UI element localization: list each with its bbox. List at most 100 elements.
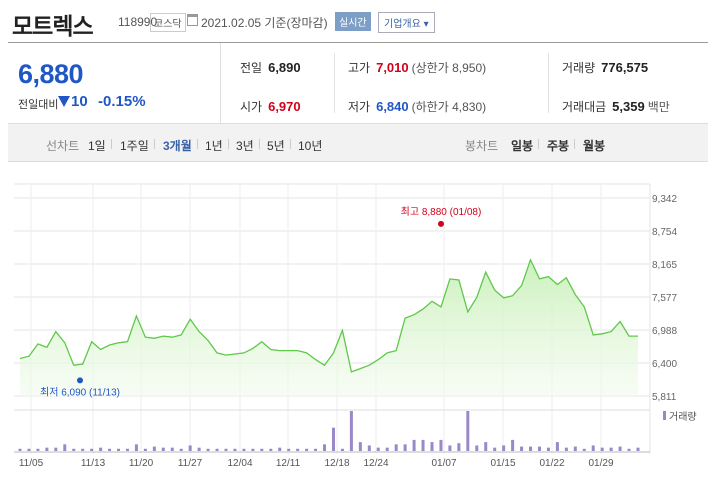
tab-3y[interactable]: 3년 <box>236 139 254 153</box>
y-tick-label: 9,342 <box>652 194 677 205</box>
change-value: 10 <box>71 93 88 110</box>
info-bottom-divider <box>8 123 708 124</box>
tab-1d[interactable]: 1일 <box>88 139 106 153</box>
volume-bar <box>134 444 138 451</box>
high-price: 고가 7,010 (상한가 8,950) <box>348 59 486 76</box>
volume-bar <box>269 448 273 451</box>
volume-bar <box>206 448 210 451</box>
volume-bar <box>54 447 58 451</box>
volume-bar <box>475 445 479 451</box>
volume-bar <box>582 448 586 451</box>
volume-bar <box>63 444 67 451</box>
tab-5y[interactable]: 5년 <box>267 139 285 153</box>
volume-bar <box>484 442 488 451</box>
tab-monthly[interactable]: 월봉 <box>583 139 606 153</box>
x-tick-label: 01/22 <box>539 458 564 469</box>
tab-weekly[interactable]: 주봉 <box>547 139 570 153</box>
amount-unit: 백만 <box>647 100 670 114</box>
tab-divider <box>111 139 112 149</box>
base-date: 2021.02.05 기준(장마감) <box>201 16 328 30</box>
volume-bar <box>394 444 398 451</box>
volume-bar <box>358 442 362 451</box>
realtime-button[interactable]: 실시간 <box>335 12 371 31</box>
volume: 거래량 776,575 <box>562 59 648 76</box>
line-chart-label: 선차트 <box>46 139 80 153</box>
tab-3m[interactable]: 3개월 <box>163 139 192 153</box>
volume-bar <box>197 447 201 451</box>
volume-bar <box>45 447 49 451</box>
volume-legend-swatch <box>663 411 666 420</box>
volume-bar <box>242 448 246 451</box>
volume-bar <box>403 444 407 451</box>
info-divider <box>334 53 335 113</box>
volume-bar <box>439 439 443 451</box>
market-badge: 코스닥 <box>150 13 186 32</box>
volume-bar <box>90 448 94 451</box>
volume-bar <box>546 447 550 451</box>
prev-close-label: 전일 <box>240 61 263 75</box>
high-marker <box>438 220 444 227</box>
y-tick-label: 6,400 <box>652 359 677 370</box>
volume-bar <box>591 445 595 451</box>
open-value: 6,970 <box>268 99 301 114</box>
info-divider <box>548 53 549 113</box>
volume-bar <box>376 447 380 451</box>
volume-bar <box>323 444 327 451</box>
volume-bar <box>296 448 300 451</box>
high-label: 고가 <box>348 61 371 75</box>
low-marker <box>77 377 83 384</box>
volume-bar <box>143 448 147 451</box>
high-annotation: 최고 8,880 (01/08) <box>401 206 482 218</box>
x-tick-label: 01/29 <box>588 458 613 469</box>
current-price-panel: 6,880 전일대비 10 -0.15% <box>8 43 221 123</box>
volume-bar <box>340 448 344 451</box>
calendar-icon <box>187 14 198 26</box>
price-area <box>20 259 638 396</box>
header-divider <box>8 42 708 43</box>
volume-bar <box>520 446 524 451</box>
tab-divider <box>154 139 155 149</box>
volume-value: 776,575 <box>601 60 649 75</box>
low-label: 저가 <box>348 100 371 114</box>
low-price: 저가 6,840 (하한가 4,830) <box>348 98 486 115</box>
x-tick-label: 12/11 <box>276 458 301 469</box>
tab-divider <box>538 139 539 149</box>
y-tick-label: 8,165 <box>652 260 677 271</box>
tab-1y[interactable]: 1년 <box>205 139 223 153</box>
low-annotation: 최저 6,090 (11/13) <box>40 386 120 398</box>
volume-bar <box>224 448 228 451</box>
stock-header: 모트렉스 118990 코스닥 2021.02.05 기준(장마감) 실시간 기… <box>0 0 708 42</box>
volume-bar <box>466 411 470 451</box>
price-info-grid: 전일 6,890 고가 7,010 (상한가 8,950) 거래량 776,575 시가… <box>222 43 708 123</box>
current-price: 6,880 <box>18 59 84 89</box>
x-tick-label: 12/18 <box>324 458 349 469</box>
tab-daily[interactable]: 일봉 <box>511 139 534 153</box>
stock-name: 모트렉스 <box>12 13 94 39</box>
volume-bar <box>367 445 371 451</box>
volume-bar <box>511 439 515 451</box>
prev-close: 전일 6,890 <box>240 59 301 76</box>
open-price: 시가 6,970 <box>240 98 301 115</box>
volume-bar <box>161 447 165 451</box>
volume-bar <box>287 448 291 451</box>
volume-bar <box>170 447 174 451</box>
x-tick-label: 01/15 <box>490 458 515 469</box>
tab-divider <box>228 139 229 149</box>
prev-close-value: 6,890 <box>268 60 301 75</box>
open-label: 시가 <box>240 100 263 114</box>
trade-amount: 거래대금 5,359 백만 <box>562 98 670 115</box>
change-label: 전일대비 <box>18 99 59 111</box>
tab-1w[interactable]: 1주일 <box>120 139 149 153</box>
tab-10y[interactable]: 10년 <box>298 139 323 153</box>
volume-bar <box>627 448 631 451</box>
volume-label: 거래량 <box>562 61 596 75</box>
volume-bar <box>573 446 577 451</box>
company-overview-button[interactable]: 기업개요 ▾ <box>378 12 435 33</box>
tab-divider <box>197 139 198 149</box>
y-tick-label: 7,577 <box>652 293 677 304</box>
price-line <box>19 258 638 373</box>
volume-bar <box>421 439 425 451</box>
tab-divider <box>259 139 260 149</box>
tab-divider <box>574 139 575 149</box>
volume-bar <box>502 445 506 451</box>
